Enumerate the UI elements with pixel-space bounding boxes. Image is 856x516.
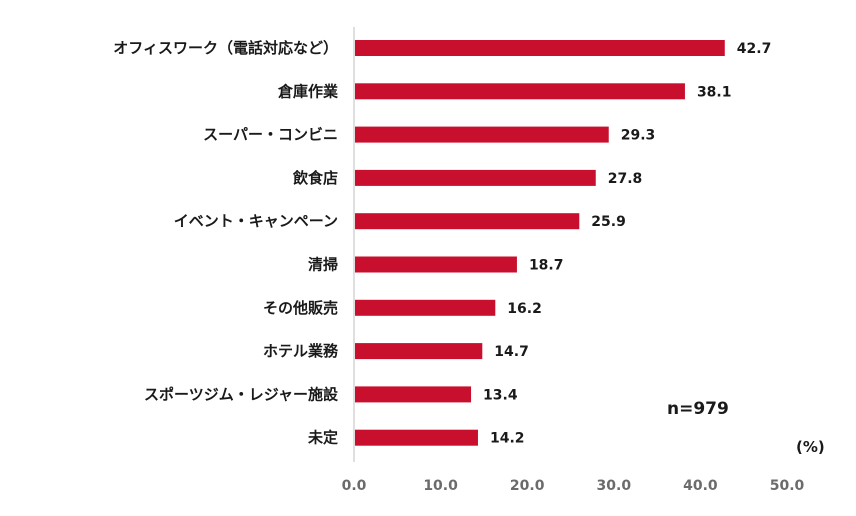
bar — [355, 256, 517, 273]
value-label: 27.8 — [608, 171, 643, 187]
x-tick-label: 50.0 — [770, 478, 805, 494]
category-labels-group: オフィスワーク（電話対応など） 倉庫作業スーパー・コンビニ飲食店イベント・キャンペ… — [113, 39, 339, 447]
bar — [355, 83, 685, 100]
category-label: ホテル業務 — [263, 342, 339, 360]
bar — [355, 343, 483, 360]
x-tick-label: 0.0 — [342, 478, 367, 494]
bar — [355, 126, 609, 143]
bars-group — [355, 40, 725, 446]
category-label: 未定 — [307, 429, 338, 447]
category-label: 飲食店 — [292, 169, 338, 187]
value-label: 42.7 — [737, 41, 772, 57]
category-label: スーパー・コンビニ — [203, 126, 338, 144]
value-label: 25.9 — [591, 214, 626, 230]
bar — [355, 429, 478, 446]
bar — [355, 299, 496, 316]
category-label: オフィスワーク（電話対応など） — [113, 39, 338, 57]
x-tick-label: 40.0 — [683, 478, 718, 494]
category-label: イベント・キャンペーン — [174, 212, 338, 230]
x-tick-label: 10.0 — [423, 478, 458, 494]
value-label: 18.7 — [529, 258, 564, 274]
value-label: 38.1 — [697, 84, 732, 100]
bar — [355, 40, 725, 56]
x-tick-labels-group: 0.0 10.0 20.0 30.0 40.0 50.0 — [342, 478, 805, 494]
bar — [355, 386, 472, 403]
value-label: 29.3 — [621, 128, 656, 144]
value-label: 14.7 — [494, 344, 529, 360]
value-label: 14.2 — [490, 431, 525, 447]
bar — [355, 213, 580, 230]
value-labels-group: 42.7 38.1 29.3 27.8 25.9 18.7 16.2 14.7 13.4 14.2 — [483, 41, 771, 447]
unit-label: (%) — [796, 438, 825, 456]
x-tick-label: 30.0 — [597, 478, 632, 494]
category-label: スポーツジム・レジャー施設 — [144, 385, 339, 403]
sample-size-annotation: n=979 — [667, 399, 729, 419]
value-label: 16.2 — [507, 301, 542, 317]
value-label: 13.4 — [483, 387, 518, 403]
category-label: その他販売 — [263, 299, 338, 317]
category-label: 倉庫作業 — [277, 82, 339, 100]
x-tick-label: 20.0 — [510, 478, 545, 494]
bar — [355, 169, 596, 186]
category-label: 清掃 — [308, 256, 338, 274]
